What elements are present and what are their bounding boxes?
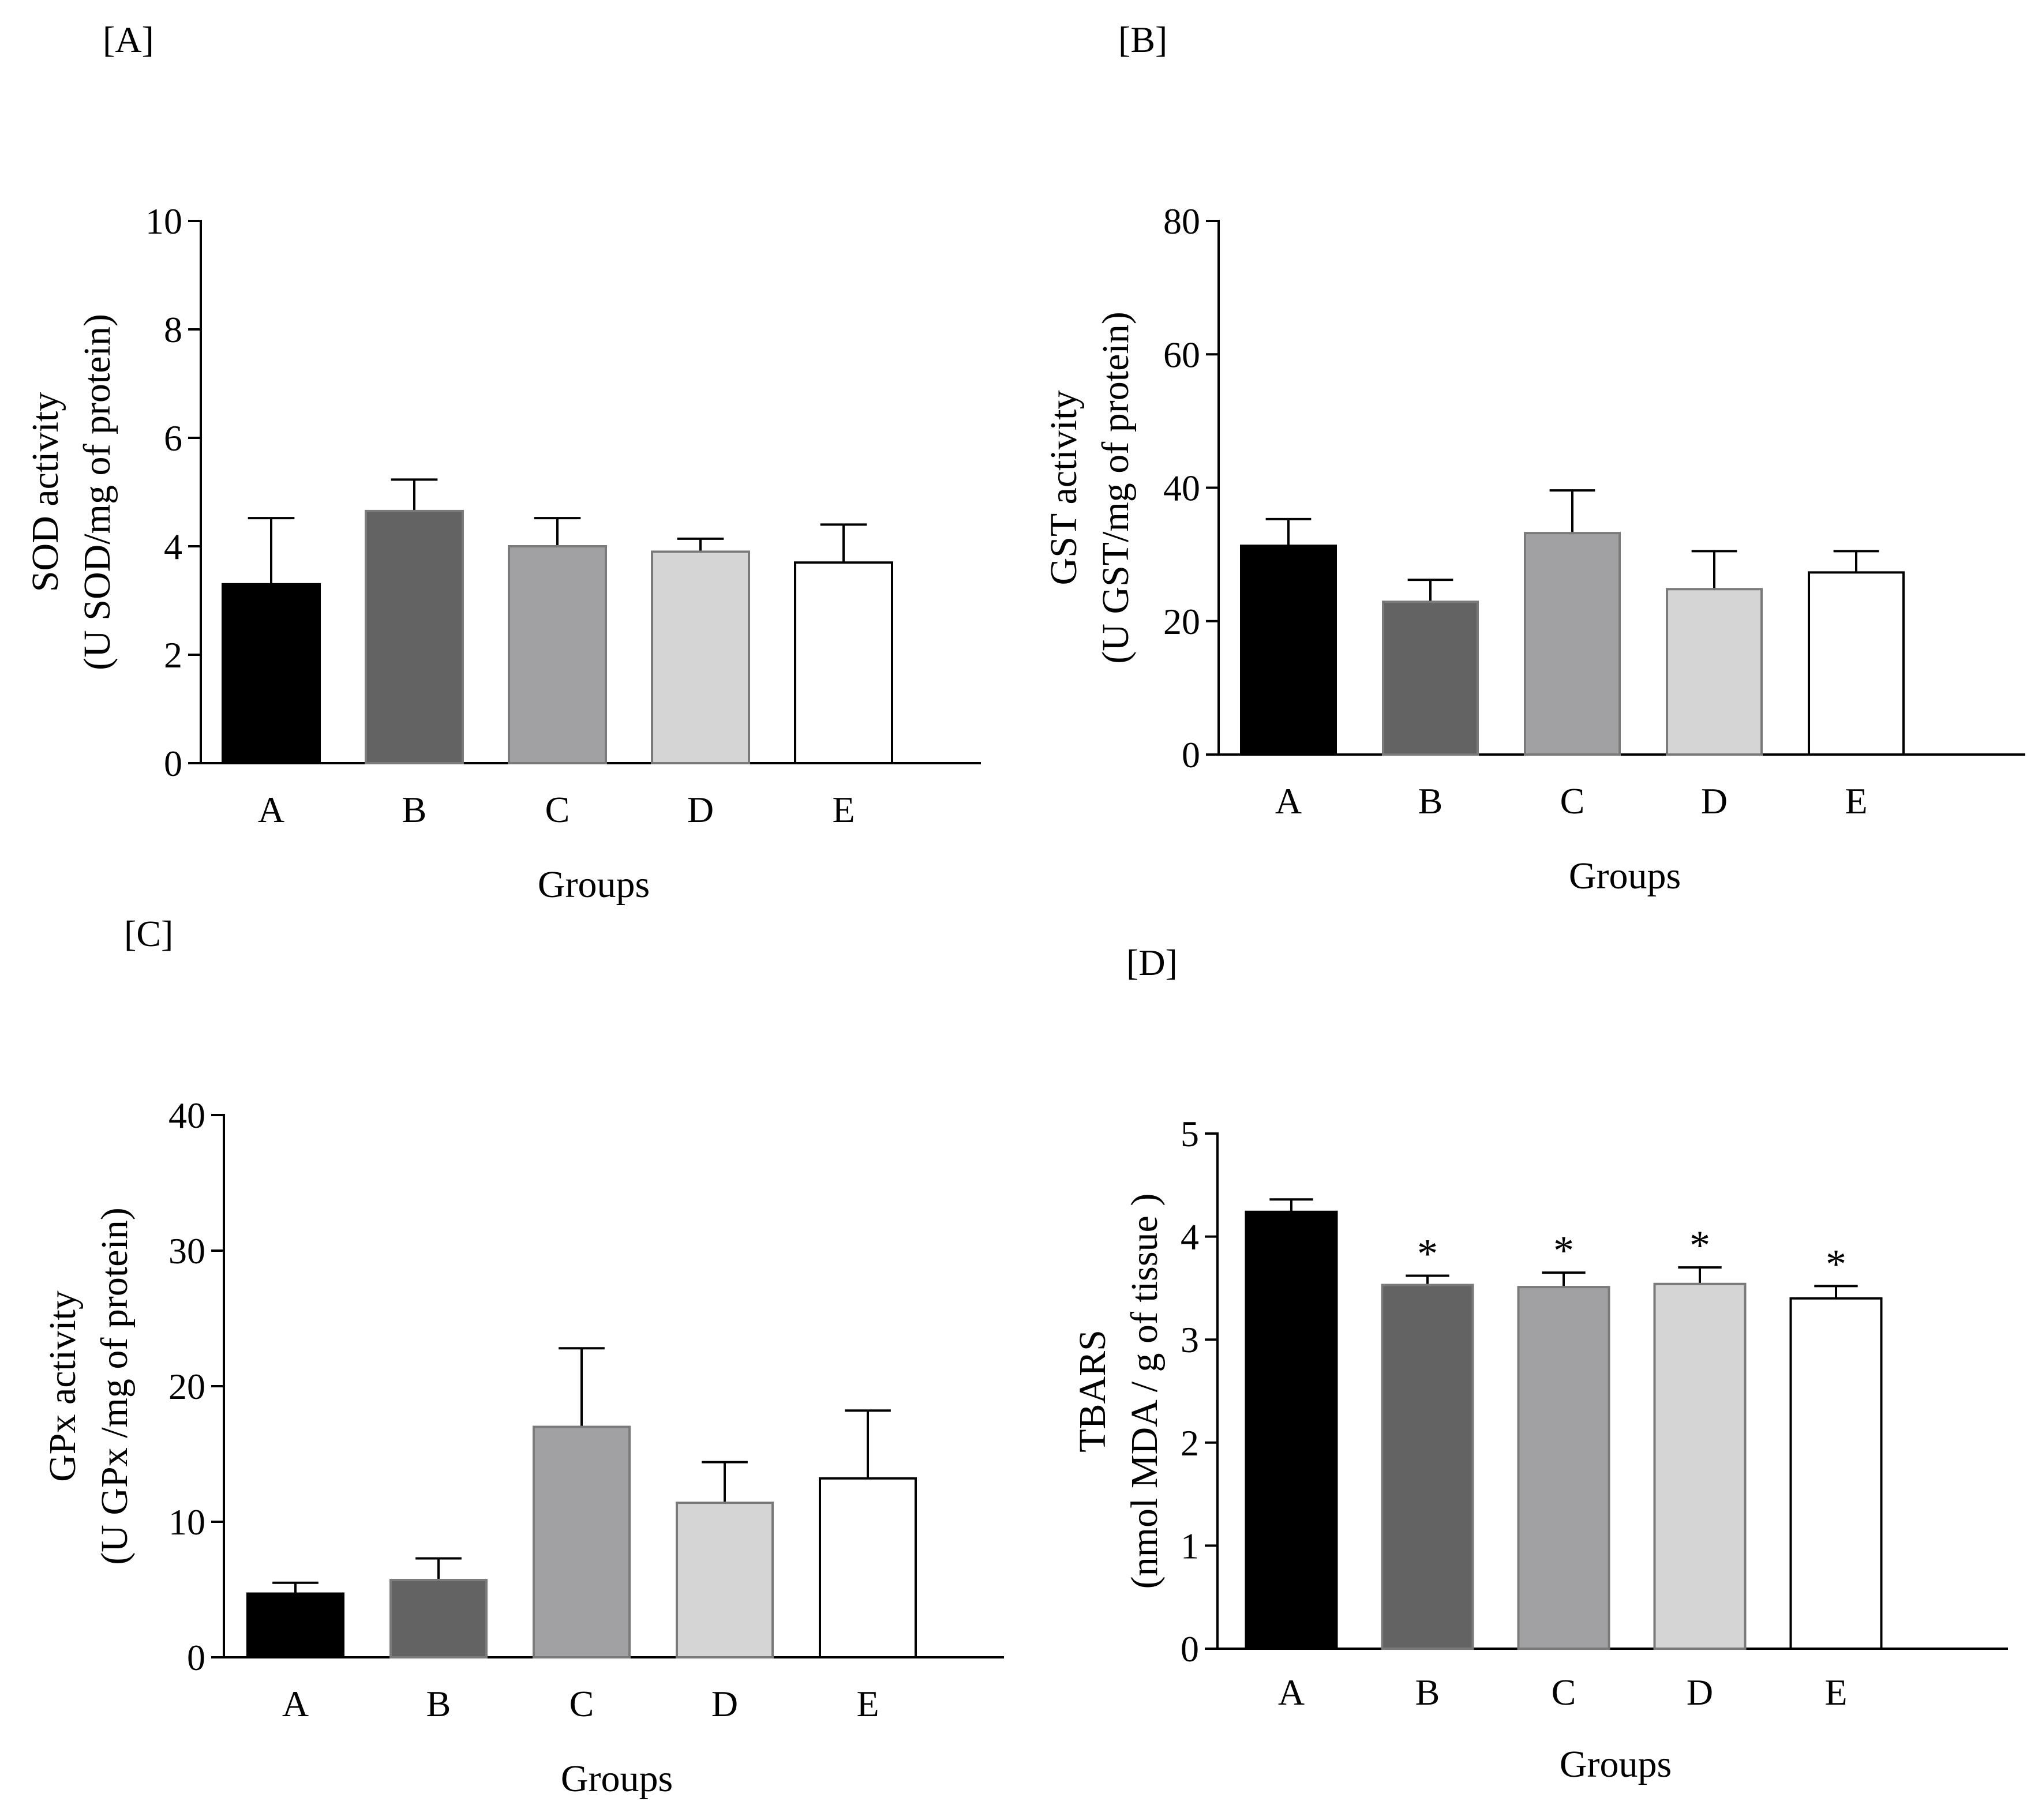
x-tick-label: E bbox=[832, 789, 855, 830]
bar-c bbox=[508, 545, 607, 764]
y-tick-label: 4 bbox=[164, 526, 182, 567]
y-tick-label: 40 bbox=[1163, 468, 1200, 509]
y-axis-title-line-2: (nmol MDA / g of tissue ) bbox=[1123, 1194, 1166, 1589]
bar-e bbox=[1808, 571, 1905, 756]
significance-marker: * bbox=[1689, 1222, 1710, 1269]
y-tick-label: 3 bbox=[1181, 1319, 1199, 1360]
x-axis-title: Groups bbox=[561, 1758, 673, 1800]
x-tick-label: B bbox=[402, 789, 427, 830]
panel-gpx: [C] 0 10 20 30 40 A B C D E Groups GPx activity (U GP… bbox=[42, 913, 1004, 1800]
x-tick-label: C bbox=[1560, 780, 1585, 821]
y-tick-label: 10 bbox=[168, 1502, 205, 1543]
panel-label: [D] bbox=[1126, 942, 1178, 983]
x-tick-label: A bbox=[1275, 780, 1302, 821]
significance-marker: * bbox=[1826, 1241, 1846, 1287]
x-tick-label: A bbox=[258, 789, 284, 830]
y-tick-label: 80 bbox=[1163, 201, 1200, 242]
bar-b bbox=[1382, 601, 1479, 756]
x-tick-label: E bbox=[1845, 780, 1867, 821]
x-tick-label: C bbox=[1552, 1672, 1576, 1713]
y-tick-label: 4 bbox=[1181, 1217, 1199, 1258]
y-tick-label: 10 bbox=[145, 201, 182, 242]
significance-marker: * bbox=[1417, 1230, 1438, 1277]
bar-e bbox=[819, 1477, 917, 1659]
y-tick-label: 0 bbox=[187, 1637, 205, 1678]
y-axis-title: SOD activity (U SOD/mg of protein) bbox=[24, 314, 118, 670]
bar-c bbox=[533, 1425, 631, 1658]
y-tick-label: 6 bbox=[164, 418, 182, 459]
y-tick-label: 2 bbox=[164, 635, 182, 676]
panel-label: [C] bbox=[124, 913, 173, 954]
panel-sod: [A] 0 2 4 6 8 10 A B C D E Groups SOD activity (U SOD/… bbox=[24, 19, 981, 906]
x-axis-title: Groups bbox=[538, 864, 650, 906]
y-tick-label: 8 bbox=[164, 309, 182, 350]
x-tick-label: E bbox=[856, 1683, 879, 1724]
y-axis-title: GST activity (U GST/mg of protein) bbox=[1043, 312, 1137, 663]
panel-tbars: [D] 0 1 2 3 4 5 A B * C * D * E * Groups TBARS (nmol MDA /… bbox=[1071, 942, 2008, 1785]
y-axis-title-line-1: GPx activity bbox=[42, 1290, 84, 1482]
panel-label: [B] bbox=[1118, 19, 1167, 60]
bar-c bbox=[1517, 1286, 1610, 1650]
x-tick-label: B bbox=[426, 1683, 451, 1724]
x-tick-label: B bbox=[1415, 1672, 1440, 1713]
bar-c bbox=[1524, 532, 1621, 756]
y-axis-title-line-1: TBARS bbox=[1071, 1330, 1114, 1453]
x-tick-label: B bbox=[1418, 780, 1443, 821]
bar-a bbox=[1245, 1210, 1338, 1650]
x-tick-label: D bbox=[687, 789, 714, 830]
panel-gst: [B] 0 20 40 60 80 A B C D E Groups GST activity (U GS… bbox=[1043, 19, 2025, 897]
y-axis-title-line-1: GST activity bbox=[1043, 391, 1085, 586]
x-tick-label: C bbox=[569, 1683, 594, 1724]
bar-b bbox=[1381, 1284, 1474, 1650]
x-tick-label: A bbox=[1278, 1672, 1305, 1713]
x-tick-label: A bbox=[282, 1683, 309, 1724]
bar-b bbox=[389, 1579, 488, 1659]
bar-e bbox=[1789, 1297, 1883, 1650]
y-axis-title-line-2: (U GST/mg of protein) bbox=[1095, 312, 1137, 663]
y-tick-label: 30 bbox=[168, 1230, 205, 1271]
y-axis-title: TBARS (nmol MDA / g of tissue ) bbox=[1071, 1194, 1166, 1589]
x-tick-label: D bbox=[1687, 1672, 1713, 1713]
bar-a bbox=[1240, 545, 1337, 756]
y-tick-label: 5 bbox=[1181, 1113, 1199, 1154]
y-axis-title-line-2: (U SOD/mg of protein) bbox=[76, 314, 118, 670]
x-tick-label: D bbox=[1701, 780, 1728, 821]
x-tick-label: C bbox=[545, 789, 570, 830]
bar-d bbox=[651, 550, 750, 765]
panel-label: [A] bbox=[103, 19, 154, 60]
bar-d bbox=[676, 1502, 774, 1659]
x-axis-title: Groups bbox=[1569, 855, 1681, 897]
y-axis-title-line-1: SOD activity bbox=[24, 392, 66, 592]
y-tick-label: 2 bbox=[1181, 1423, 1199, 1463]
bar-a bbox=[222, 583, 321, 764]
y-tick-label: 0 bbox=[1181, 1628, 1199, 1669]
y-tick-label: 1 bbox=[1181, 1525, 1199, 1566]
bar-e bbox=[794, 561, 893, 764]
x-tick-label: E bbox=[1824, 1672, 1847, 1713]
y-axis-title: GPx activity (U GPx /mg of protein) bbox=[42, 1207, 136, 1565]
bar-b bbox=[365, 509, 464, 765]
y-tick-label: 40 bbox=[168, 1095, 205, 1136]
x-tick-label: D bbox=[711, 1683, 738, 1724]
y-axis-title-line-2: (U GPx /mg of protein) bbox=[93, 1207, 136, 1565]
bar-d bbox=[1666, 588, 1763, 756]
y-tick-label: 20 bbox=[168, 1366, 205, 1407]
y-tick-label: 60 bbox=[1163, 334, 1200, 375]
x-axis-title: Groups bbox=[1560, 1743, 1672, 1785]
y-tick-label: 20 bbox=[1163, 601, 1200, 642]
significance-marker: * bbox=[1553, 1228, 1574, 1274]
bar-a bbox=[246, 1592, 344, 1659]
y-tick-label: 0 bbox=[1182, 734, 1200, 775]
bar-d bbox=[1653, 1282, 1747, 1650]
y-tick-label: 0 bbox=[164, 743, 182, 784]
